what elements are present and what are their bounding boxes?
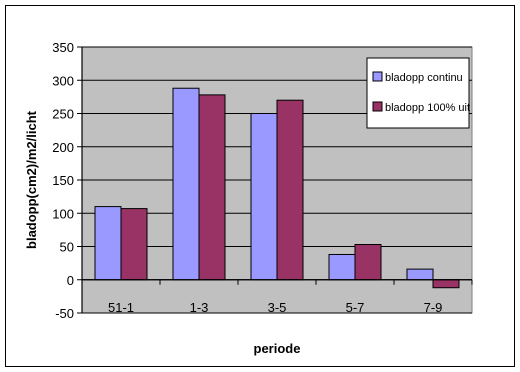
- x-tick-label: 7-9: [424, 300, 443, 315]
- x-tick-label: 1-3: [190, 300, 209, 315]
- legend: bladopp continu bladopp 100% uit: [366, 57, 470, 129]
- axes: [81, 47, 473, 313]
- bar-bladopp-continu-51-1: [94, 206, 122, 281]
- legend-swatch-bladopp-continu: [372, 71, 383, 82]
- legend-swatch-bladopp-100-uit: [372, 101, 383, 112]
- x-tick-label: 51-1: [108, 300, 134, 315]
- bar-bladopp-100-uit-3-5: [276, 99, 304, 281]
- x-tick-labels: 51-1 1-3 3-5 5-7 7-9: [108, 300, 442, 315]
- x-tick-label: 3-5: [268, 300, 287, 315]
- bar-bladopp-100-uit-5-7: [354, 244, 382, 281]
- x-tick-label: 5-7: [346, 300, 365, 315]
- bar-bladopp-continu-7-9: [406, 268, 434, 281]
- x-axis-title: periode: [254, 341, 301, 356]
- bar-bladopp-continu-5-7: [328, 253, 356, 281]
- legend-label-bladopp-continu: bladopp continu: [385, 72, 463, 84]
- y-tick-label: 0: [67, 273, 74, 288]
- y-axis-title: bladopp(cm2)/m2/licht: [24, 110, 39, 249]
- bar-bladopp-100-uit-1-3: [198, 94, 226, 281]
- y-tick-label: 350: [52, 40, 74, 55]
- bar-bladopp-100-uit-7-9: [432, 279, 460, 289]
- bar-bladopp-continu-3-5: [250, 113, 278, 281]
- legend-label-bladopp-100-uit: bladopp 100% uit: [385, 102, 470, 114]
- bar-bladopp-100-uit-51-1: [120, 208, 148, 281]
- y-tick-label: 100: [52, 206, 74, 221]
- y-tick-labels: -50 0 50 100 150 200 250 300 350: [52, 40, 74, 321]
- y-tick-label: 200: [52, 140, 74, 155]
- y-tick-label: -50: [55, 306, 74, 321]
- y-tick-label: 150: [52, 173, 74, 188]
- y-tick-label: 250: [52, 107, 74, 122]
- legend-box: [366, 57, 470, 129]
- y-tick-label: 50: [60, 240, 74, 255]
- y-tick-label: 300: [52, 73, 74, 88]
- bar-bladopp-continu-1-3: [172, 87, 200, 281]
- bars: [94, 87, 460, 289]
